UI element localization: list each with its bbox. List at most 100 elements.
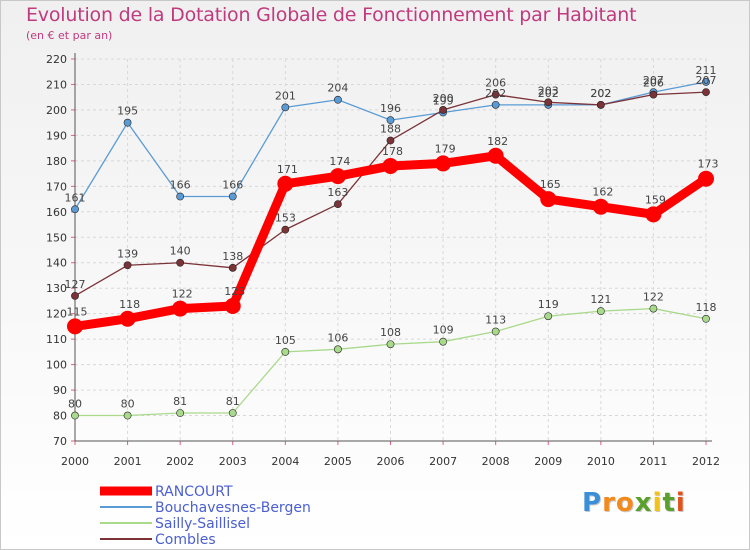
x-tick-label: 2005 [324,455,352,468]
data-label: 174 [329,155,350,168]
x-tick-label: 2010 [587,455,615,468]
data-label: 80 [68,398,82,411]
data-point-3 [281,225,290,234]
x-tick-label: 2007 [429,455,457,468]
y-tick-label: 170 [46,180,67,193]
data-label: 196 [380,102,401,115]
x-tick-label: 2006 [377,455,405,468]
data-label: 178 [382,145,403,158]
data-label: 108 [380,326,401,339]
data-label: 179 [435,142,456,155]
data-label: 203 [538,84,559,97]
data-point-0 [67,318,83,335]
data-point-0 [119,310,136,327]
data-point-2 [386,340,395,349]
y-tick-label: 200 [46,104,67,117]
y-tick-label: 100 [46,359,67,372]
data-point-3 [71,291,79,300]
data-point-2 [281,347,290,356]
chart-subtitle: (en € et par an) [26,29,113,42]
y-tick-label: 130 [46,282,67,295]
data-point-0 [224,298,241,315]
data-label: 188 [380,122,401,135]
data-label: 81 [173,395,187,408]
data-label: 81 [226,395,240,408]
data-point-0 [382,157,399,174]
data-point-1 [702,78,710,86]
data-point-3 [386,136,395,145]
data-point-1 [176,192,185,201]
x-tick-label: 2009 [534,455,562,468]
data-label: 166 [222,179,243,192]
data-label: 159 [645,193,666,206]
data-label: 115 [67,305,88,318]
data-point-1 [281,103,290,112]
data-point-2 [334,345,342,354]
data-point-1 [386,116,395,125]
data-point-3 [176,258,185,267]
logo-letter: i [675,488,686,518]
data-point-2 [228,409,237,417]
grid-layer [74,58,707,442]
legend-label-3: Combles [155,532,216,548]
data-label: 202 [538,87,559,100]
data-label: 207 [696,74,717,87]
data-label: 119 [538,298,559,311]
x-tick-label: 2000 [61,455,89,468]
y-tick-label: 110 [46,333,67,346]
data-label: 211 [696,64,717,77]
x-tick-label: 2001 [114,455,142,468]
data-point-2 [71,411,79,420]
y-tick-label: 190 [46,129,67,142]
data-label: 206 [643,77,664,90]
y-tick-label: 220 [46,53,67,66]
data-label: 106 [327,331,348,344]
data-label: 139 [117,247,138,260]
data-label: 173 [698,158,719,171]
axis-layer: 7080901001101201301401501601701801902002… [46,53,720,468]
data-label: 201 [275,89,296,102]
data-label: 118 [696,301,717,314]
y-tick-label: 160 [46,206,67,219]
data-point-0 [172,300,189,317]
data-label: 199 [433,94,454,107]
series-layer [67,78,714,420]
y-tick-label: 70 [53,435,67,448]
y-tick-label: 150 [46,231,67,244]
x-tick-label: 2003 [219,455,247,468]
data-point-0 [592,198,609,215]
data-label: 182 [487,135,508,148]
data-label: 202 [590,87,611,100]
legend-label-0: RANCOURT [155,484,233,500]
data-label: 123 [224,285,245,298]
data-point-3 [334,200,342,209]
data-label: 161 [65,191,86,204]
x-tick-label: 2012 [692,455,720,468]
data-point-3 [544,98,553,107]
data-label: 166 [170,179,191,192]
y-tick-label: 90 [53,384,67,397]
data-label: 207 [643,74,664,87]
data-label: 200 [433,92,454,105]
data-point-2 [702,314,710,323]
data-point-2 [596,307,605,316]
data-point-1 [334,95,342,104]
data-label: 195 [117,105,138,118]
data-point-0 [645,206,662,223]
data-label: 204 [327,82,348,95]
data-point-3 [228,263,237,272]
data-label: 202 [485,87,506,100]
data-label: 153 [275,212,296,225]
data-label: 105 [275,334,296,347]
data-point-2 [176,409,185,417]
data-point-0 [487,147,504,164]
data-label: 113 [485,313,506,326]
data-label: 163 [327,186,348,199]
data-label: 162 [592,186,613,199]
data-point-3 [702,88,710,97]
data-label: 171 [277,163,298,176]
data-label: 140 [170,245,191,258]
